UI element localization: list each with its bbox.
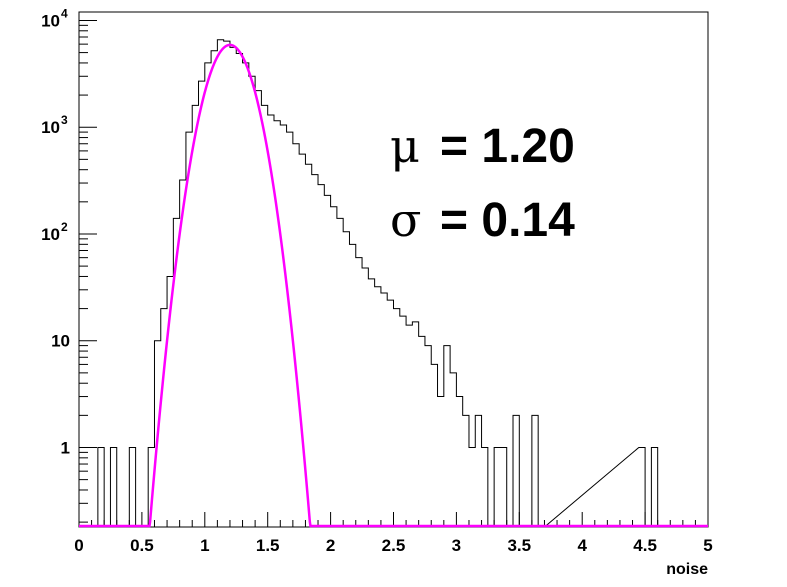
mu-annotation: μ = 1.20	[390, 119, 575, 173]
x-tick-label: 5	[703, 536, 712, 555]
x-tick-label: 1.5	[256, 536, 280, 555]
sigma-annotation: σ = 0.14	[390, 193, 575, 247]
svg-text:= 0.14: = 0.14	[440, 194, 575, 247]
y-tick-label: 1	[61, 438, 70, 457]
y-tick-exponent: 4	[61, 6, 68, 20]
x-tick-label: 1	[200, 536, 209, 555]
svg-text:μ: μ	[390, 119, 420, 173]
x-tick-labels: 0 0.5 1 1.5 2 2.5 3 3.5 4 4.5 5	[74, 536, 712, 555]
svg-text:σ: σ	[390, 193, 421, 247]
y-tick-exponent: 2	[61, 220, 68, 234]
x-tick-label: 4.5	[633, 536, 657, 555]
x-tick-label: 3.5	[507, 536, 531, 555]
histogram-line	[97, 39, 664, 528]
x-tick-label: 0	[74, 536, 83, 555]
y-tick-label: 10	[51, 332, 70, 351]
y-tick-label: 10	[41, 11, 60, 30]
x-tick-label: 0.5	[130, 536, 154, 555]
x-tick-label: 3	[452, 536, 461, 555]
svg-text:= 1.20: = 1.20	[440, 120, 575, 173]
y-axis-ticks	[79, 19, 97, 523]
y-tick-label: 10	[41, 118, 60, 137]
x-tick-label: 4	[577, 536, 587, 555]
y-tick-exponent: 3	[61, 113, 68, 127]
y-tick-label: 10	[41, 225, 60, 244]
gaussian-fit-curve	[79, 43, 708, 528]
x-tick-label: 2.5	[382, 536, 406, 555]
x-tick-label: 2	[326, 536, 335, 555]
x-axis-title: noise	[666, 561, 708, 578]
